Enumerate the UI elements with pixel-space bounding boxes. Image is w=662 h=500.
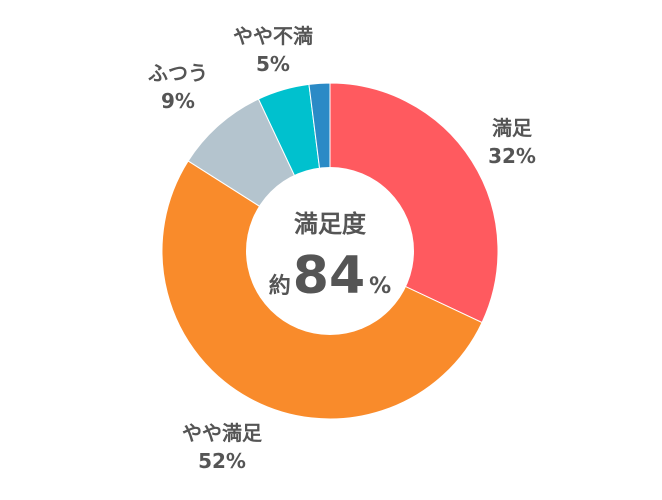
slice-value-label-3: 9% xyxy=(161,89,195,113)
center-value: 84 xyxy=(293,246,365,306)
donut-hole xyxy=(246,167,414,335)
slice-value-label-4: 5% xyxy=(256,52,290,76)
center-prefix: 約 xyxy=(269,273,291,299)
center-value-line: 約84% xyxy=(269,246,391,306)
slice-value-label-1: 32% xyxy=(488,144,536,168)
slice-value-label-2: 52% xyxy=(198,449,246,473)
center-unit: % xyxy=(369,274,391,299)
slice-label-3: ふつう xyxy=(148,61,208,85)
slice-label-2: やや満足 xyxy=(182,421,263,445)
slice-label-1: 満足 xyxy=(492,116,533,140)
slice-label-4: やや不満 xyxy=(233,24,313,48)
center-title: 満足度 xyxy=(294,210,367,238)
